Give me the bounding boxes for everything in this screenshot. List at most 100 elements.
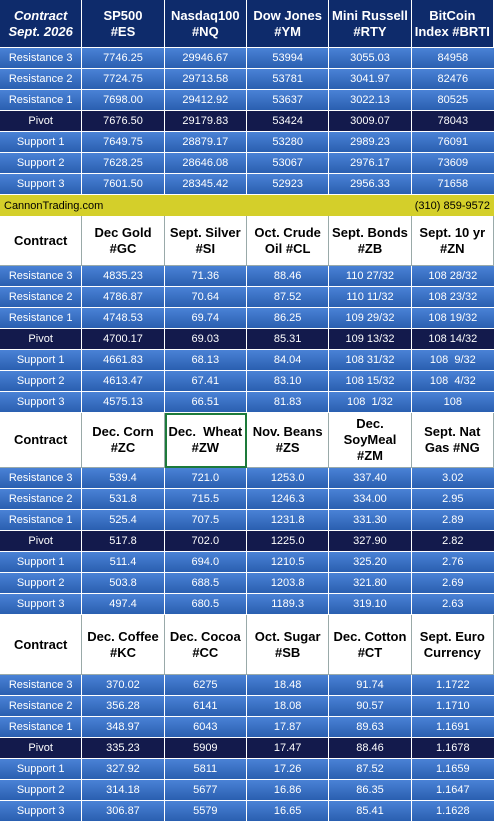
header-text: Dec Gold: [94, 224, 152, 240]
value-cell: 53280: [246, 132, 330, 153]
value-cell: 88.46: [329, 738, 412, 759]
header-text: Dow Jones: [253, 7, 322, 23]
header-cell: Dec. Wheat #ZW: [164, 413, 247, 468]
value-cell: 84958: [411, 48, 494, 69]
value-cell: 86.25: [246, 308, 330, 329]
row-label: Resistance 2: [0, 287, 83, 308]
header-text: #ZS: [275, 440, 300, 455]
header-text: Sept. Nat: [424, 424, 481, 439]
value-cell: 5909: [164, 738, 247, 759]
value-cell: 321.80: [329, 573, 412, 594]
value-cell: 70.64: [164, 287, 247, 308]
value-cell: 327.92: [82, 759, 165, 780]
value-cell: 2989.23: [329, 132, 412, 153]
row-label: Support 3: [0, 801, 83, 822]
value-cell: 28879.17: [164, 132, 247, 153]
value-cell: 85.41: [329, 801, 412, 822]
header-row: Contract Dec Gold #GC Sept. Silver #SI Oct. C…: [0, 216, 494, 266]
row-label: Pivot: [0, 111, 83, 132]
data-row: Support 1 7649.75 28879.17 53280 2989.23 7609…: [0, 132, 494, 153]
value-cell: 89.63: [329, 717, 412, 738]
header-cell: Dec. Cotton #CT: [329, 615, 412, 675]
row-label: Support 2: [0, 573, 83, 594]
value-cell: 18.48: [246, 675, 330, 696]
value-cell: 87.52: [329, 759, 412, 780]
header-text: #ZM: [356, 448, 383, 463]
value-cell: 1246.3: [246, 489, 330, 510]
value-cell: 2.82: [411, 531, 494, 552]
value-cell: 1.1710: [411, 696, 494, 717]
data-row: Support 1 4661.83 68.13 84.04 108 31/32 108 9…: [0, 350, 494, 371]
value-cell: 531.8: [82, 489, 165, 510]
data-row: Resistance 2 531.8 715.5 1246.3 334.00 2.95: [0, 489, 494, 510]
value-cell: 7628.25: [82, 153, 165, 174]
data-row: Resistance 3 370.02 6275 18.48 91.74 1.1722: [0, 675, 494, 696]
header-text: SP500: [103, 7, 143, 23]
row-label: Support 1: [0, 350, 83, 371]
value-cell: 1.1659: [411, 759, 494, 780]
value-cell: 5677: [164, 780, 247, 801]
header-cell: Nasdaq100 #NQ: [164, 0, 247, 48]
value-cell: 680.5: [164, 594, 247, 615]
value-cell: 109 29/32: [329, 308, 412, 329]
value-cell: 28345.42: [164, 174, 247, 195]
value-cell: 2.95: [411, 489, 494, 510]
data-row: Support 3 497.4 680.5 1189.3 319.10 2.63: [0, 594, 494, 615]
value-cell: 2956.33: [329, 174, 412, 195]
value-cell: 76091: [411, 132, 494, 153]
value-cell: 7724.75: [82, 69, 165, 90]
value-cell: 88.46: [246, 266, 330, 287]
value-cell: 18.08: [246, 696, 330, 717]
value-cell: 539.4: [82, 468, 165, 489]
header-text: Sept. 10 yr: [419, 224, 486, 240]
header-cell: Contract: [0, 216, 83, 266]
header-text: Oil #CL: [264, 240, 311, 256]
value-cell: 80525: [411, 90, 494, 111]
header-cell: SP500 #ES: [82, 0, 165, 48]
value-cell: 511.4: [82, 552, 165, 573]
value-cell: 53994: [246, 48, 330, 69]
data-row: Resistance 2 7724.75 29713.58 53781 3041.97 8…: [0, 69, 494, 90]
header-text: Index #BRTI: [414, 23, 490, 39]
header-row: Contract Dec. Coffee #KC Dec. Cocoa #CC Oct. …: [0, 615, 494, 675]
header-text: Dec. Cocoa: [169, 628, 241, 644]
value-cell: 5811: [164, 759, 247, 780]
value-cell: 82476: [411, 69, 494, 90]
value-cell: 1210.5: [246, 552, 330, 573]
header-text: Nov. Beans: [252, 424, 323, 439]
value-cell: 29713.58: [164, 69, 247, 90]
row-label: Pivot: [0, 329, 83, 350]
data-row: Resistance 2 4786.87 70.64 87.52 110 11/32 10…: [0, 287, 494, 308]
header-text: Nasdaq100: [170, 7, 240, 23]
value-cell: 110 11/32: [329, 287, 412, 308]
value-cell: 334.00: [329, 489, 412, 510]
value-cell: 707.5: [164, 510, 247, 531]
header-text: Oct. Crude: [254, 224, 321, 240]
data-row: Resistance 1 525.4 707.5 1231.8 331.30 2.89: [0, 510, 494, 531]
row-label: Pivot: [0, 738, 83, 759]
header-text: #CC: [192, 644, 219, 660]
header-text: Mini Russell: [332, 7, 408, 23]
value-cell: 108 1/32: [329, 392, 412, 413]
value-cell: 108 28/32: [411, 266, 494, 287]
header-cell: Contract Sept. 2026: [0, 0, 83, 48]
value-cell: 90.57: [329, 696, 412, 717]
value-cell: 108 31/32: [329, 350, 412, 371]
value-cell: 314.18: [82, 780, 165, 801]
value-cell: 1189.3: [246, 594, 330, 615]
data-row: Resistance 3 4835.23 71.36 88.46 110 27/32 10…: [0, 266, 494, 287]
header-text: Contract: [13, 636, 68, 652]
value-cell: 3055.03: [329, 48, 412, 69]
header-cell: Sept. Bonds #ZB: [329, 216, 412, 266]
header-text: #SI: [195, 240, 216, 256]
row-label: Support 1: [0, 759, 83, 780]
value-cell: 694.0: [164, 552, 247, 573]
header-text: #ES: [110, 23, 136, 39]
value-cell: 7649.75: [82, 132, 165, 153]
header-text: #NQ: [191, 23, 219, 39]
value-cell: 1203.8: [246, 573, 330, 594]
header-text: #ZB: [357, 240, 383, 256]
value-cell: 4575.13: [82, 392, 165, 413]
value-cell: 1253.0: [246, 468, 330, 489]
value-cell: 7601.50: [82, 174, 165, 195]
